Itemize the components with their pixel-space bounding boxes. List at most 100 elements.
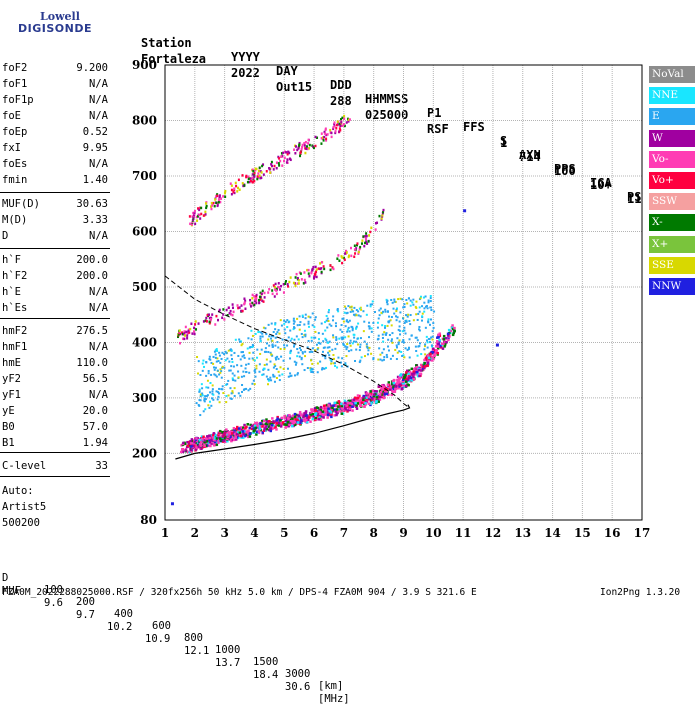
echo-point [182, 337, 185, 341]
echo-point [346, 365, 349, 368]
param-label: foF1 [2, 78, 28, 90]
echo-point [342, 409, 345, 412]
echo-point [355, 247, 358, 250]
echo-point [398, 339, 401, 342]
echo-point [254, 332, 257, 335]
echo-point [284, 426, 287, 429]
echo-point [312, 265, 315, 269]
echo-point [350, 349, 353, 352]
echo-point [259, 298, 262, 301]
echo-point [283, 322, 286, 325]
echo-point [329, 268, 332, 272]
echo-point [246, 435, 250, 439]
echo-point [347, 118, 350, 122]
echo-point [326, 416, 329, 419]
echo-point [415, 313, 418, 316]
echo-point [328, 309, 331, 312]
echo-point [388, 334, 391, 337]
echo-point [224, 440, 227, 444]
echo-point [286, 326, 289, 329]
echo-point [324, 408, 328, 412]
y-tick-label: 400 [132, 335, 157, 349]
param-row: h`Es N/A [2, 302, 108, 318]
echo-point [381, 324, 384, 327]
echo-point [315, 343, 318, 346]
echo-point [279, 421, 283, 425]
echo-point [210, 442, 213, 445]
x-tick-label: 16 [604, 526, 621, 540]
param-row: foEs N/A [2, 158, 108, 174]
echo-point [395, 310, 398, 313]
echo-point [251, 301, 254, 305]
echo-point [202, 320, 205, 323]
echo-point [394, 387, 397, 391]
echo-point [265, 363, 268, 366]
echo-point [325, 339, 328, 342]
echo-point [261, 299, 264, 303]
echo-point [293, 326, 296, 329]
echo-point [177, 335, 180, 339]
echo-point [326, 317, 329, 320]
echo-point [336, 257, 339, 260]
echo-point [228, 360, 231, 363]
echo-point [415, 349, 418, 352]
echo-point [373, 311, 376, 314]
echo-point [309, 413, 312, 417]
echo-point [387, 338, 390, 341]
echo-point [294, 363, 297, 366]
echo-point [407, 369, 411, 372]
echo-point [426, 307, 429, 310]
echo-point [348, 342, 351, 345]
echo-point [346, 328, 349, 331]
echo-point [253, 299, 256, 303]
echo-point [287, 417, 290, 421]
echo-point [207, 370, 210, 373]
echo-point [347, 321, 350, 324]
echo-point [215, 348, 218, 351]
echo-point [429, 352, 432, 356]
echo-point [394, 348, 397, 351]
footer-muf-4: 10.9 [145, 633, 171, 645]
echo-point [343, 311, 346, 314]
x-tick-label: 8 [370, 526, 378, 540]
echo-point [375, 400, 378, 403]
echo-point [186, 337, 189, 340]
echo-point [286, 416, 290, 420]
param-value: N/A [89, 286, 108, 298]
echo-point [319, 405, 323, 409]
echo-point [391, 390, 395, 394]
echo-point [324, 329, 327, 332]
echo-point [412, 377, 416, 381]
echo-point [405, 319, 408, 322]
echo-point [333, 122, 336, 126]
echo-point [342, 342, 345, 345]
echo-point [307, 138, 310, 142]
echo-point [205, 386, 208, 389]
echo-point [273, 285, 276, 289]
legend-item: NoVal [649, 66, 695, 83]
echo-point [421, 365, 424, 369]
echo-point [286, 367, 289, 370]
echo-point [374, 391, 378, 394]
echo-point [233, 351, 236, 354]
echo-point [314, 318, 317, 321]
echo-point [225, 395, 228, 398]
echo-point [256, 424, 259, 428]
hdr-s-value: 1 [500, 136, 508, 150]
echo-point [336, 120, 339, 123]
echo-point [198, 388, 201, 391]
echo-point [261, 419, 264, 423]
echo-point [285, 151, 288, 154]
echo-point [252, 427, 255, 430]
echo-point [419, 372, 423, 376]
echo-point [244, 434, 247, 437]
echo-point [311, 267, 314, 271]
echo-point [397, 341, 400, 344]
echo-point [327, 351, 330, 354]
echo-point [380, 311, 383, 314]
echo-point [294, 374, 297, 377]
echo-point [231, 377, 234, 380]
echo-point [225, 383, 228, 386]
echo-point [352, 313, 355, 316]
echo-point [295, 272, 298, 276]
